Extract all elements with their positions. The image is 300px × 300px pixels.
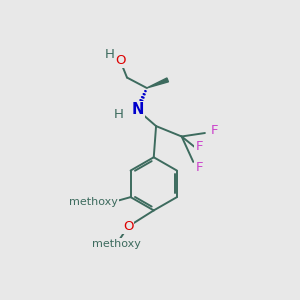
Text: methoxy: methoxy [69,197,118,207]
Text: methoxy: methoxy [92,239,141,249]
Text: H: H [114,108,124,121]
Polygon shape [147,78,169,88]
Text: F: F [195,140,203,153]
Text: O: O [123,220,134,233]
Text: F: F [195,161,203,174]
Text: H: H [105,48,115,61]
Text: O: O [115,54,125,67]
Text: N: N [131,102,144,117]
Text: O: O [107,196,117,209]
Text: F: F [211,124,218,137]
